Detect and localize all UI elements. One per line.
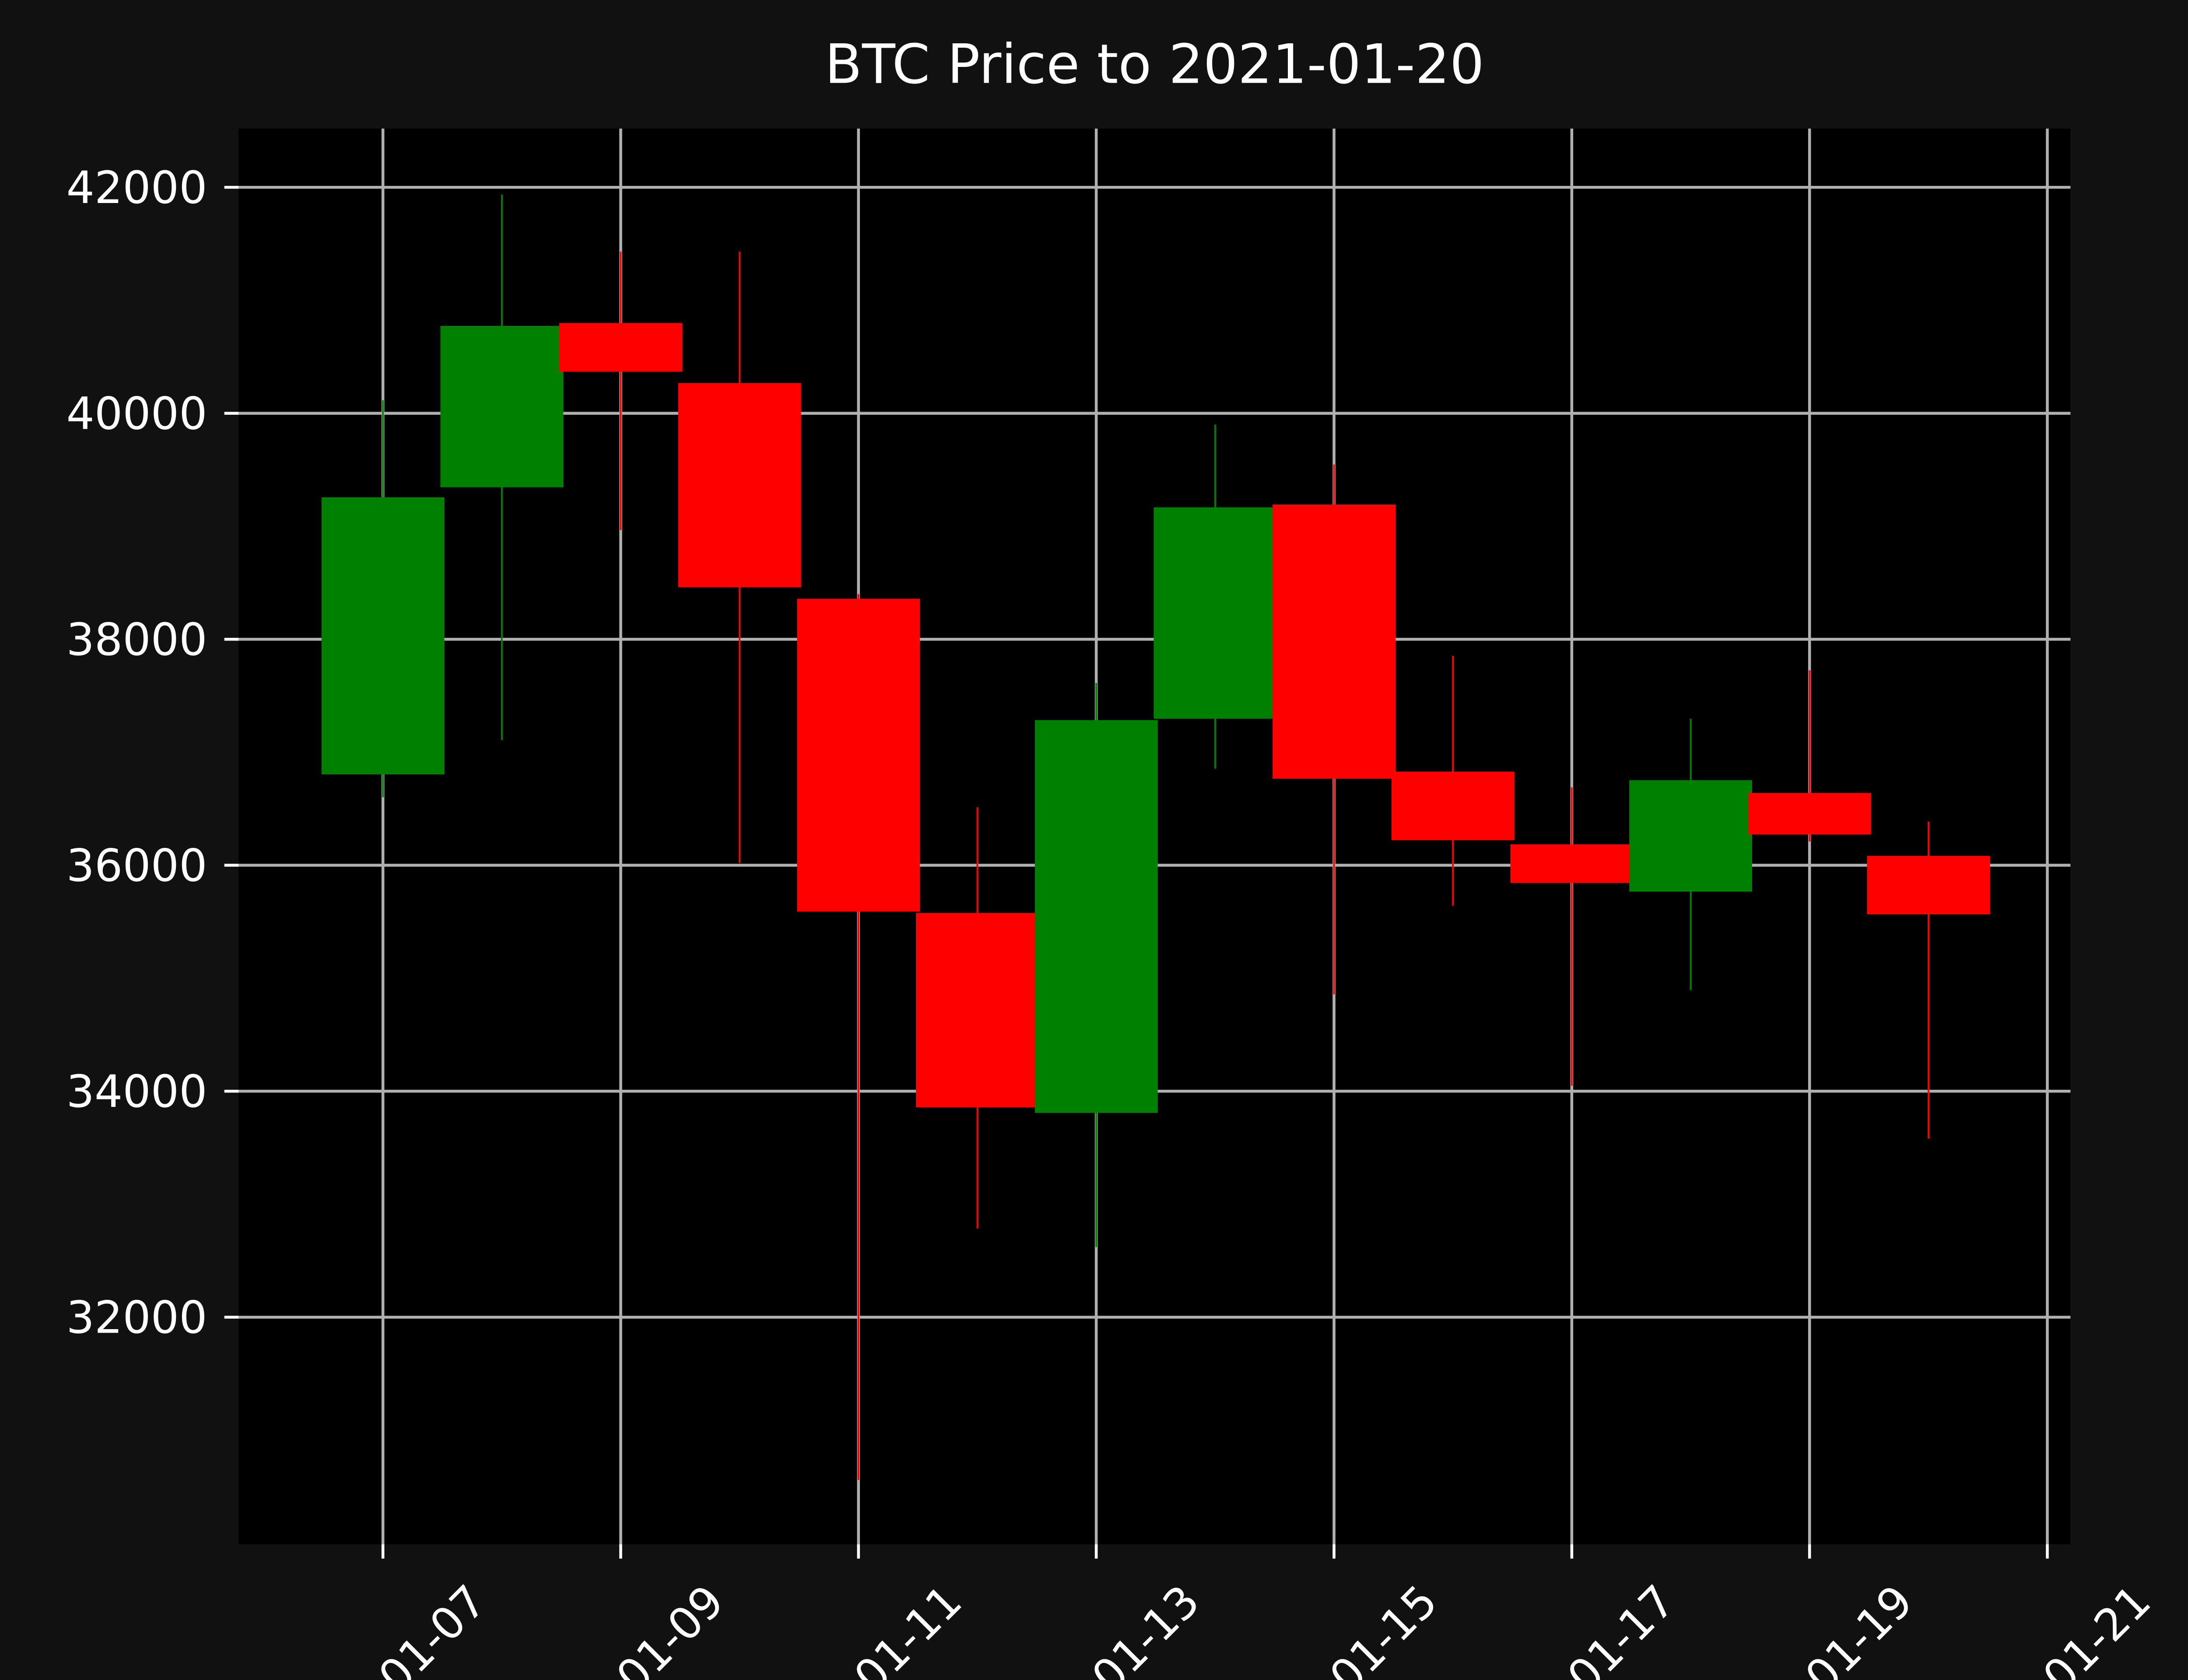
y-tick-label: 34000	[66, 1066, 207, 1117]
candle-body	[440, 326, 564, 487]
candle-body	[916, 913, 1039, 1107]
candle-body	[1154, 507, 1277, 719]
candle-body	[797, 598, 920, 912]
candle-body	[1273, 504, 1396, 779]
candle-body	[1391, 771, 1515, 840]
y-tick-label: 36000	[66, 840, 207, 892]
candle-body	[559, 323, 682, 372]
candle-body	[321, 497, 445, 775]
y-tick-label: 42000	[66, 162, 207, 214]
candle-body	[1510, 844, 1634, 883]
candle-body	[1748, 793, 1871, 835]
y-tick-label: 40000	[66, 388, 207, 440]
y-tick-label: 38000	[66, 614, 207, 665]
candle-body	[678, 383, 801, 588]
candle-body	[1867, 856, 1990, 915]
y-tick-label: 32000	[66, 1292, 207, 1344]
candle-body	[1034, 720, 1158, 1113]
chart-title: BTC Price to 2021-01-20	[825, 33, 1484, 96]
candle-body	[1629, 780, 1752, 892]
